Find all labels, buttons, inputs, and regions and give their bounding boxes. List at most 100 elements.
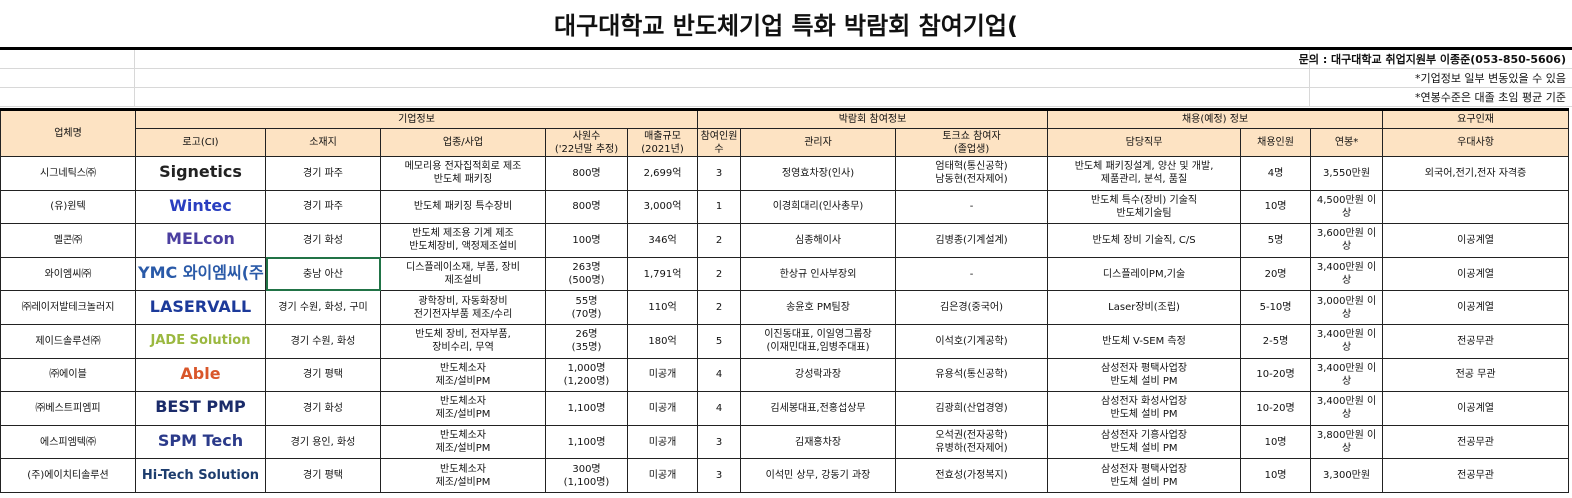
cell-hire[interactable]: 20명 [1240,256,1312,292]
company-logo[interactable]: LASERVALL [135,290,266,325]
column-header[interactable]: 우대사항 [1382,128,1570,157]
cell-loc[interactable]: 경기 수원, 화성, 구미 [265,290,381,325]
cell-hire[interactable]: 10-20명 [1240,391,1312,426]
cell-hire[interactable]: 4명 [1240,156,1312,191]
company-logo[interactable]: Hi-Tech Solution [135,458,266,493]
cell-pay[interactable]: 3,300만원 [1310,458,1384,493]
cell-pay[interactable]: 3,400만원 이상 [1310,256,1384,292]
cell-pref[interactable]: 이공계열 [1382,223,1570,258]
cell-name[interactable]: 제이드솔루션㈜ [0,323,136,359]
cell-talk[interactable]: 김병종(기계설계) [895,223,1049,258]
cell-num[interactable]: 4 [697,391,742,426]
cell-biz[interactable]: 메모리용 전자집적회로 제조 반도체 패키징 [380,156,546,191]
cell-pay[interactable]: 3,600만원 이상 [1310,223,1384,258]
cell-num[interactable]: 4 [697,357,742,393]
cell-pay[interactable]: 3,400만원 이상 [1310,391,1384,426]
cell-emp[interactable]: 1,100명 [545,391,628,426]
header-group-req[interactable]: 요구인재 [1382,109,1570,129]
cell-mgr[interactable]: 송윤호 PM팀장 [740,290,897,325]
cell-pref[interactable]: 이공계열 [1382,391,1570,426]
cell-pay[interactable]: 3,550만원 [1310,156,1384,191]
cell-emp[interactable]: 800명 [545,156,628,191]
cell-talk[interactable]: 김광희(산업경영) [895,391,1049,426]
cell-job[interactable]: 삼성전자 기흥사업장 반도체 설비 PM [1047,424,1242,460]
cell-emp[interactable]: 26명 (35명) [545,323,628,359]
column-header[interactable]: 토크쇼 참여자 (졸업생) [895,128,1049,157]
cell-biz[interactable]: 반도체 장비, 전자부품, 장비수리, 무역 [380,323,546,359]
cell-num[interactable]: 2 [697,223,742,258]
column-header[interactable]: 담당직무 [1047,128,1242,157]
cell-rev[interactable]: 346억 [626,223,699,258]
cell-name[interactable]: 와이엠씨㈜ [0,256,136,292]
cell-biz[interactable]: 반도체소자 제조/설비PM [380,424,546,460]
company-logo[interactable]: JADE Solution [135,323,266,359]
company-logo[interactable]: Wintec [135,189,266,225]
cell-num[interactable]: 3 [697,156,742,191]
cell-emp[interactable]: 100명 [545,223,628,258]
cell-name[interactable]: 시그네틱스㈜ [0,156,136,191]
cell-pref[interactable]: 외국어,전기,전자 자격증 [1382,156,1570,191]
column-header[interactable]: 연봉* [1310,128,1384,157]
header-group-info[interactable]: 기업정보 [134,109,699,129]
cell-hire[interactable]: 10명 [1240,189,1312,225]
cell-num[interactable]: 1 [697,189,742,225]
cell-name[interactable]: 에스피엠텍㈜ [0,424,136,460]
cell-name[interactable]: (유)윈텍 [0,189,136,225]
cell-pref[interactable]: 이공계열 [1382,256,1570,292]
cell-loc[interactable]: 경기 평택 [265,357,381,393]
company-logo[interactable]: SPM Tech [135,424,266,460]
column-header[interactable]: 매출규모 (2021년) [626,128,699,157]
company-logo[interactable]: Able [135,357,266,393]
cell-biz[interactable]: 반도체소자 제조/설비PM [380,458,546,493]
cell-biz[interactable]: 반도체 제조용 기계 제조 반도체장비, 액정제조설비 [380,223,546,258]
cell-rev[interactable]: 미공개 [626,458,699,493]
cell-biz[interactable]: 반도체 패키징 특수장비 [380,189,546,225]
cell-pay[interactable]: 3,000만원 이상 [1310,290,1384,325]
header-group-fair[interactable]: 박람회 참여정보 [697,109,1049,129]
cell-mgr[interactable]: 이진동대표, 이일영그룹장 (이재민대표,임병주대표) [740,323,897,359]
cell-pay[interactable]: 3,400만원 이상 [1310,323,1384,359]
header-company[interactable]: 업체명 [0,109,136,157]
cell-biz[interactable]: 광학장비, 자동화장비 전기전자부품 제조/수리 [380,290,546,325]
cell-pref[interactable] [1382,189,1570,225]
cell-hire[interactable]: 10명 [1240,458,1312,493]
cell-rev[interactable]: 110억 [626,290,699,325]
cell-emp[interactable]: 1,000명 (1,200명) [545,357,628,393]
cell-biz[interactable]: 반도체소자 제조/설비PM [380,391,546,426]
cell-mgr[interactable]: 강성락과장 [740,357,897,393]
cell-pref[interactable]: 전공무관 [1382,323,1570,359]
cell-pref[interactable]: 전공무관 [1382,424,1570,460]
cell-name[interactable]: ㈜에이블 [0,357,136,393]
company-logo[interactable]: MELcon [135,223,266,258]
cell-mgr[interactable]: 이석민 상무, 강동기 과장 [740,458,897,493]
cell-hire[interactable]: 5명 [1240,223,1312,258]
cell-mgr[interactable]: 김재홍차장 [740,424,897,460]
cell-name[interactable]: 멜콘㈜ [0,223,136,258]
header-group-hire[interactable]: 채용(예정) 정보 [1047,109,1384,129]
cell-loc[interactable]: 충남 아산 [265,256,381,292]
cell-job[interactable]: 삼성전자 화성사업장 반도체 설비 PM [1047,391,1242,426]
cell-mgr[interactable]: 김세봉대표,전홍섭상무 [740,391,897,426]
cell-rev[interactable]: 미공개 [626,391,699,426]
column-header[interactable]: 채용인원 [1240,128,1312,157]
cell-num[interactable]: 5 [697,323,742,359]
cell-pref[interactable]: 이공계열 [1382,290,1570,325]
cell-job[interactable]: 삼성전자 평택사업장 반도체 설비 PM [1047,458,1242,493]
cell-rev[interactable]: 미공개 [626,424,699,460]
cell-loc[interactable]: 경기 파주 [265,189,381,225]
column-header[interactable]: 로고(CI) [135,128,266,157]
cell-talk[interactable]: 전효성(가정복지) [895,458,1049,493]
cell-emp[interactable]: 263명 (500명) [545,256,628,292]
cell-talk[interactable]: 오석권(전자공학) 유병하(전자제어) [895,424,1049,460]
cell-loc[interactable]: 경기 파주 [265,156,381,191]
cell-job[interactable]: 반도체 V-SEM 측정 [1047,323,1242,359]
cell-job[interactable]: Laser장비(조립) [1047,290,1242,325]
cell-rev[interactable]: 180억 [626,323,699,359]
cell-talk[interactable]: 김은경(중국어) [895,290,1049,325]
column-header[interactable]: 사원수 ('22년말 추정) [545,128,628,157]
cell-rev[interactable]: 2,699억 [626,156,699,191]
cell-talk[interactable]: - [895,256,1049,292]
cell-job[interactable]: 반도체 특수(장비) 기술직 반도체기술팀 [1047,189,1242,225]
cell-biz[interactable]: 디스플레이소재, 부품, 장비 제조설비 [380,256,546,292]
cell-rev[interactable]: 1,791억 [626,256,699,292]
